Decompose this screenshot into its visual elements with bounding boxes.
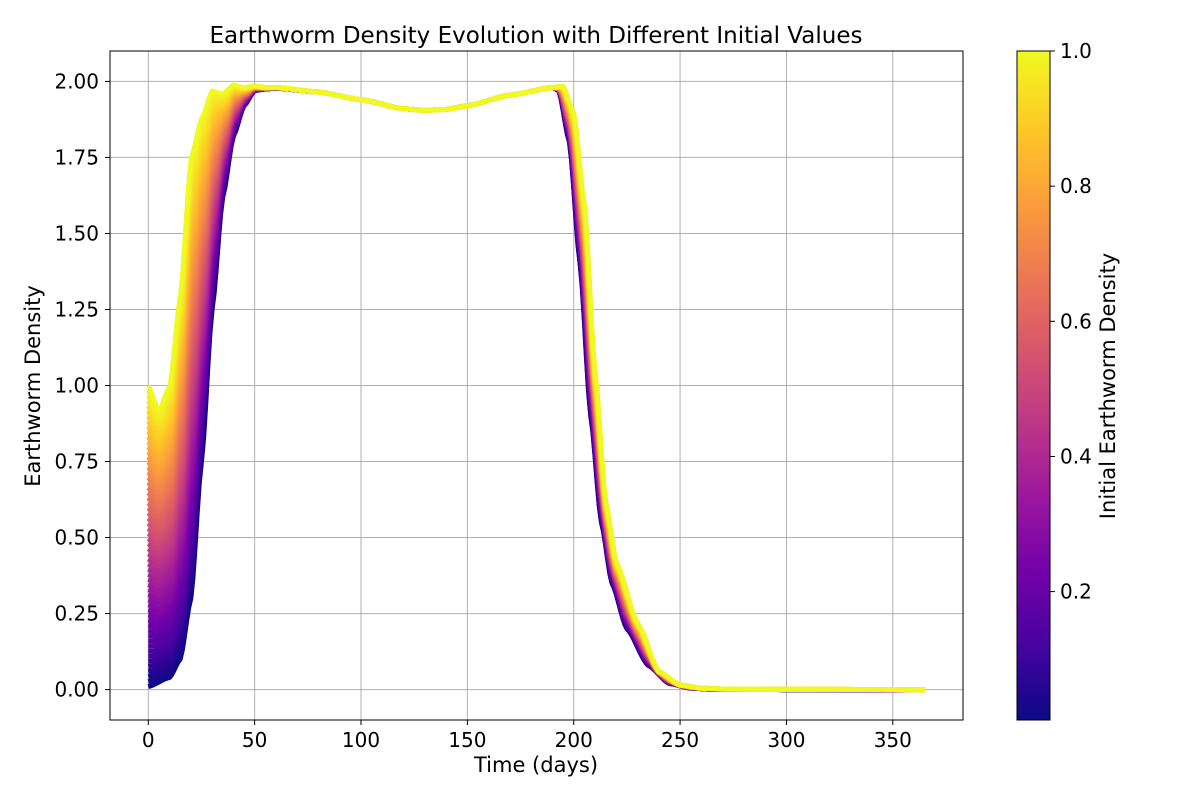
series-line-init-0.883 (146, 84, 926, 693)
series-line-init-0.866 (146, 84, 926, 693)
series-line-init-0.950 (146, 83, 926, 693)
plot-frame (109, 50, 964, 721)
x-tick-label: 0 (142, 728, 155, 752)
series-line-init-0.044 (147, 84, 926, 693)
y-tick-label: 0.00 (54, 678, 99, 702)
series-line-init-0.178 (147, 84, 926, 693)
x-axis-label: Time (days) (473, 753, 598, 777)
series-line-init-0.396 (147, 84, 926, 693)
series-line-init-1.000 (146, 82, 925, 692)
chart-title: Earthworm Density Evolution with Differe… (210, 23, 863, 49)
series-line-init-0.513 (146, 84, 926, 693)
colorbar: 0.2 0.4 0.6 0.8 1.0 Initial Earthworm Densit… (1016, 39, 1120, 721)
series-line-init-0.463 (146, 84, 926, 693)
series-line-init-0.379 (147, 84, 926, 693)
series-line-init-0.262 (147, 84, 926, 693)
colorbar-tick-label: 0.8 (1060, 174, 1092, 198)
series-line-init-0.144 (147, 84, 926, 693)
series-line-init-0.597 (146, 84, 926, 693)
series-line-init-0.732 (146, 84, 926, 693)
grid-lines (110, 51, 963, 720)
series-line-init-0.111 (147, 84, 926, 693)
series-line-init-0.295 (147, 84, 926, 693)
series-line-init-0.429 (147, 84, 926, 693)
y-axis-label: Earthworm Density (21, 285, 45, 487)
series-line-init-0.899 (146, 83, 926, 693)
series-line-init-0.060 (147, 84, 926, 693)
series-line-init-0.564 (146, 84, 926, 693)
series-line-init-0.211 (147, 84, 926, 693)
series-line-init-0.614 (146, 84, 926, 693)
x-tick-label: 200 (555, 728, 593, 752)
y-tick-label: 1.75 (54, 145, 99, 169)
series-line-init-0.547 (146, 84, 926, 693)
series-line-init-0.581 (146, 84, 926, 693)
colorbar-label: Initial Earthworm Density (1096, 253, 1120, 519)
series-line-init-0.933 (146, 83, 926, 693)
x-tick-label: 150 (448, 728, 486, 752)
colorbar-tick-label: 0.4 (1060, 444, 1092, 468)
series-line-init-0.648 (146, 84, 926, 693)
series-line-init-0.413 (147, 84, 926, 693)
series-line-init-0.765 (146, 84, 926, 693)
x-tick-label: 350 (874, 728, 912, 752)
x-tick-label: 250 (661, 728, 699, 752)
series-line-init-0.127 (147, 84, 926, 693)
series-line-init-0.698 (146, 84, 926, 693)
y-tick-label: 0.75 (54, 450, 99, 474)
series-line-init-0.832 (146, 84, 926, 693)
series-line-init-0.329 (147, 84, 926, 693)
axis-ticks: 0 50 100 150 200 250 300 350 0.00 0.25 0.50 0.75 1.0… (54, 69, 911, 752)
series-line-init-0.916 (146, 83, 926, 693)
series-line-init-0.681 (146, 84, 926, 693)
y-tick-label: 1.25 (54, 297, 99, 321)
series-line-init-0.094 (147, 84, 926, 693)
series-line-init-0.027 (147, 84, 926, 693)
series-line-init-0.815 (146, 84, 926, 693)
colorbar-tick-label: 0.2 (1060, 580, 1092, 604)
series-line-init-0.346 (147, 84, 926, 693)
colorbar-ticks: 0.2 0.4 0.6 0.8 1.0 (1050, 39, 1092, 604)
series-line-init-0.161 (147, 84, 926, 693)
y-tick-label: 0.50 (54, 526, 99, 550)
series-line-init-0.077 (147, 84, 926, 693)
series-line-init-0.715 (146, 84, 926, 693)
series-line-init-0.278 (147, 84, 926, 693)
y-tick-label: 0.25 (54, 602, 99, 626)
series-line-init-0.664 (146, 84, 926, 693)
y-tick-label: 1.50 (54, 221, 99, 245)
series-line-init-0.195 (147, 84, 926, 693)
series-line-init-0.228 (147, 84, 926, 693)
series-line-init-0.966 (146, 83, 926, 693)
series-line-init-0.362 (147, 84, 926, 693)
series-line-init-0.480 (146, 84, 926, 693)
colorbar-gradient (1016, 50, 1051, 721)
colorbar-tick-label: 1.0 (1060, 39, 1092, 63)
series-line-init-0.446 (146, 84, 926, 693)
y-tick-label: 1.00 (54, 374, 99, 398)
series-line-init-0.010 (147, 84, 926, 693)
x-tick-label: 50 (242, 728, 267, 752)
colorbar-tick-label: 0.6 (1060, 309, 1092, 333)
x-tick-label: 300 (767, 728, 805, 752)
x-tick-label: 100 (342, 728, 380, 752)
series-line-init-0.799 (146, 84, 926, 693)
series-line-init-0.312 (147, 84, 926, 693)
series-line-init-0.530 (146, 84, 926, 693)
plot-area (146, 82, 926, 693)
series-line-init-0.748 (146, 84, 926, 693)
series-line-init-0.849 (146, 84, 926, 693)
series-line-init-0.245 (147, 84, 926, 693)
y-tick-label: 2.00 (54, 69, 99, 93)
series-line-init-0.782 (146, 84, 926, 693)
series-line-init-0.631 (146, 84, 926, 693)
series-line-init-0.983 (146, 82, 926, 693)
series-line-init-0.497 (146, 84, 926, 693)
